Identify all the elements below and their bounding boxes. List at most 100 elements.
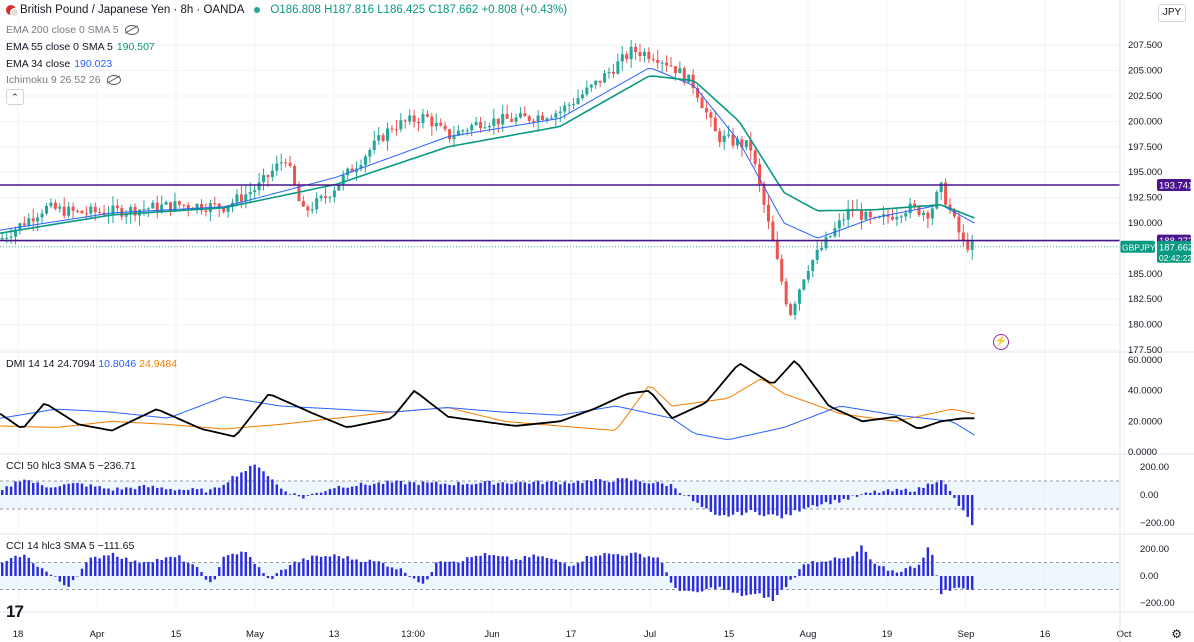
cci14-bar [102, 555, 106, 576]
cci50-bar [395, 480, 398, 495]
candle-body [301, 201, 305, 207]
candle-body [806, 271, 810, 280]
cci14-bar [226, 555, 230, 576]
candle-body [310, 209, 314, 211]
candle-body [930, 208, 934, 219]
cci50-legend[interactable]: CCI 50 hlc3 SMA 5 −236.71 [6, 460, 136, 472]
cci50-bar [125, 487, 128, 495]
cci50-bar [550, 481, 553, 495]
candle-body [523, 113, 527, 117]
gear-icon[interactable]: ⚙ [1171, 627, 1182, 641]
cci14-bar [222, 556, 225, 576]
candle-body [332, 190, 336, 198]
price-tick-label: 182.500 [1128, 294, 1162, 305]
cci50-bar [443, 483, 447, 495]
candle-body [0, 237, 4, 240]
price-tick-label: 197.500 [1128, 142, 1162, 153]
cci50-bar [590, 481, 593, 495]
candle-body [700, 97, 704, 109]
hide-icon[interactable] [124, 25, 139, 36]
cci14-bar [80, 568, 84, 576]
candle-body [921, 212, 925, 216]
cci14-bar [904, 568, 907, 576]
cci14-bar [776, 576, 779, 595]
candle-body [824, 237, 828, 249]
cci50-bar [833, 495, 837, 500]
cci50-bar [213, 487, 217, 495]
cci50-bar [328, 489, 332, 495]
cci14-bar [262, 573, 265, 576]
cci14-bar [691, 576, 695, 592]
cci14-bar [536, 556, 540, 576]
currency-button[interactable]: JPY [1158, 4, 1186, 22]
cci50-bar [324, 491, 327, 495]
candle-body [961, 232, 965, 241]
cci50-bar [337, 485, 341, 495]
cci50-bar [824, 495, 828, 503]
cci14-bar [572, 565, 575, 576]
cci50-bar [129, 487, 132, 495]
cci14-bar [448, 561, 451, 576]
candle-body [917, 206, 921, 216]
cci14-bar [27, 557, 30, 576]
cci50-bar [231, 476, 234, 495]
cci50-bar [793, 495, 797, 511]
level-price-tag [1157, 179, 1191, 192]
cci14-bar [306, 559, 310, 576]
candle-body [390, 128, 394, 130]
cci14-bar [652, 557, 655, 576]
candle-body [625, 54, 629, 60]
candle-body [319, 196, 323, 199]
candle-body [129, 207, 133, 214]
candle-body [368, 150, 372, 157]
candle-body [501, 113, 505, 125]
cci14-bar [266, 576, 270, 579]
cci50-bar [200, 488, 203, 495]
dmi-label: DMI 14 14 [6, 358, 55, 370]
diplus-value: 10.8046 [98, 358, 137, 370]
cci14-bar [700, 576, 704, 592]
cci14-bar [390, 567, 394, 576]
cci50-bar [957, 495, 961, 506]
cci50-bar [780, 495, 783, 519]
indicator-ema55[interactable]: EMA 55 close 0 SMA 5 190.507 [6, 41, 155, 53]
cci14-bar [784, 576, 788, 588]
cci14-bar [882, 566, 885, 576]
candle-body [164, 202, 168, 205]
cci50-bar [922, 487, 925, 495]
candle-body [797, 289, 801, 304]
lightning-icon[interactable]: ⚡ [993, 334, 1009, 350]
cci50-bar [164, 489, 168, 495]
cci14-legend[interactable]: CCI 14 hlc3 SMA 5 −111.65 [6, 540, 134, 552]
cci14-bar [421, 576, 425, 584]
cci50-bar [970, 495, 974, 526]
cci50-bar [771, 495, 775, 515]
indicator-ichimoku[interactable]: Ichimoku 9 26 52 26 [6, 74, 121, 86]
time-tick-label: 16 [1040, 629, 1051, 640]
collapse-legend-button[interactable]: ⌃ [6, 89, 24, 105]
cci50-bar [479, 482, 482, 495]
candle-body [425, 114, 429, 117]
ema55-line [0, 75, 975, 234]
dmi-legend[interactable]: DMI 14 14 24.7094 10.8046 24.9484 [6, 358, 177, 370]
cci50-bar [691, 495, 695, 502]
cci50-bar [962, 495, 965, 511]
cci50-bar [598, 479, 602, 495]
symbol-title[interactable]: British Pound / Japanese Yen · 8h · OAND… [20, 4, 245, 16]
time-tick-label: Sep [958, 629, 975, 640]
cci50-bar [904, 488, 907, 495]
cci50-bar [249, 465, 252, 495]
cci50-bar [669, 484, 673, 495]
cci50-bar [151, 485, 155, 495]
cci14-bar [333, 554, 336, 576]
cci14-bar [962, 576, 965, 589]
indicator-ema200[interactable]: EMA 200 close 0 SMA 5 [6, 24, 139, 36]
cci14-bar [545, 558, 549, 576]
cci14-bar [660, 563, 664, 576]
cci14-bar [625, 555, 628, 576]
indicator-ema34[interactable]: EMA 34 close 190.023 [6, 58, 112, 70]
cci50-bar [346, 487, 349, 495]
hide-icon[interactable] [106, 75, 121, 86]
cci14-bar [32, 563, 35, 576]
